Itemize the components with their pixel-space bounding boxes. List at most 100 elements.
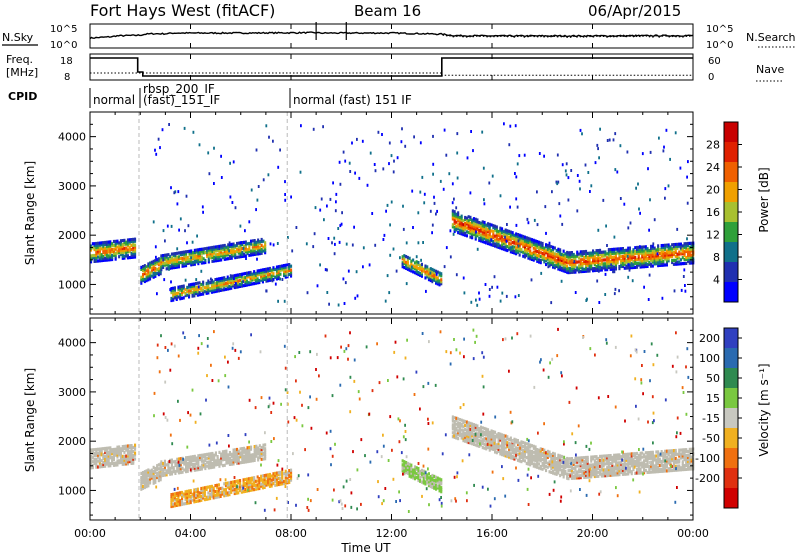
cell	[173, 288, 176, 292]
cell	[154, 262, 157, 267]
cell	[147, 482, 150, 486]
cell	[492, 243, 495, 247]
cell	[226, 279, 229, 283]
cell	[257, 244, 260, 248]
cell	[467, 223, 470, 227]
cell	[223, 449, 226, 454]
cell	[119, 459, 122, 463]
cell	[613, 251, 616, 255]
cell	[185, 470, 188, 474]
cell	[230, 284, 233, 288]
cell	[572, 476, 575, 480]
cell	[284, 275, 287, 279]
cell	[511, 250, 514, 254]
cell	[176, 261, 179, 265]
cell	[588, 469, 591, 473]
cell	[465, 424, 468, 428]
cell	[539, 255, 542, 259]
cell	[275, 269, 278, 273]
cell	[107, 456, 110, 460]
echo	[271, 279, 274, 283]
echo	[606, 244, 608, 247]
echo	[255, 148, 258, 152]
echo	[170, 224, 173, 228]
cell	[637, 257, 640, 261]
cell	[545, 465, 548, 469]
cell	[676, 262, 679, 266]
cell	[248, 453, 251, 457]
cell	[471, 224, 474, 228]
cell	[600, 472, 603, 476]
cell	[243, 456, 246, 460]
cell	[239, 282, 242, 287]
cell	[572, 460, 575, 464]
cell	[179, 253, 182, 257]
cell	[246, 242, 249, 246]
cell	[501, 433, 504, 437]
cell	[502, 447, 505, 451]
cell	[251, 484, 254, 488]
cell	[501, 443, 504, 447]
cell	[121, 250, 124, 254]
cell	[97, 255, 100, 259]
cell	[247, 483, 250, 487]
cell	[639, 261, 642, 265]
echo	[499, 194, 502, 198]
cell	[121, 248, 124, 252]
cell	[91, 254, 94, 258]
cell	[520, 240, 523, 244]
cell	[142, 486, 145, 490]
cell	[545, 459, 548, 463]
cell	[567, 477, 570, 481]
cell	[210, 278, 213, 282]
cell	[424, 474, 427, 478]
cell	[483, 232, 486, 236]
cell	[590, 465, 593, 469]
cell	[559, 262, 562, 266]
cell	[176, 257, 179, 261]
cell	[523, 447, 526, 451]
cell	[570, 264, 573, 268]
cell	[606, 252, 609, 256]
cell	[207, 460, 210, 464]
cell	[527, 462, 530, 466]
cell	[495, 443, 498, 447]
cell	[560, 464, 563, 468]
cell	[460, 218, 463, 222]
cell	[451, 225, 454, 229]
cell	[181, 258, 184, 262]
cell	[240, 484, 243, 488]
cell	[214, 495, 217, 500]
cell	[130, 253, 133, 257]
cell	[109, 258, 112, 262]
cell	[143, 483, 146, 488]
cell	[157, 471, 160, 475]
cell	[253, 484, 256, 488]
cell	[688, 255, 691, 259]
cell	[585, 265, 588, 269]
cell	[239, 253, 242, 257]
cell	[262, 239, 265, 243]
cell	[221, 252, 224, 256]
cell	[415, 270, 418, 274]
cell	[569, 268, 572, 273]
cell	[263, 481, 266, 486]
cell	[183, 258, 186, 262]
cell	[618, 457, 621, 461]
cell	[534, 253, 537, 257]
cell	[476, 436, 479, 440]
cell	[529, 457, 532, 461]
cell	[186, 499, 189, 503]
echo	[333, 252, 336, 256]
cell	[125, 462, 128, 466]
cell	[536, 257, 539, 261]
cell	[182, 286, 185, 290]
cell	[523, 455, 526, 459]
cell	[403, 470, 406, 474]
cell	[190, 251, 193, 255]
cell	[460, 418, 463, 422]
cell	[119, 251, 122, 255]
cell	[607, 469, 610, 474]
echo	[663, 145, 665, 149]
cell	[150, 268, 153, 272]
